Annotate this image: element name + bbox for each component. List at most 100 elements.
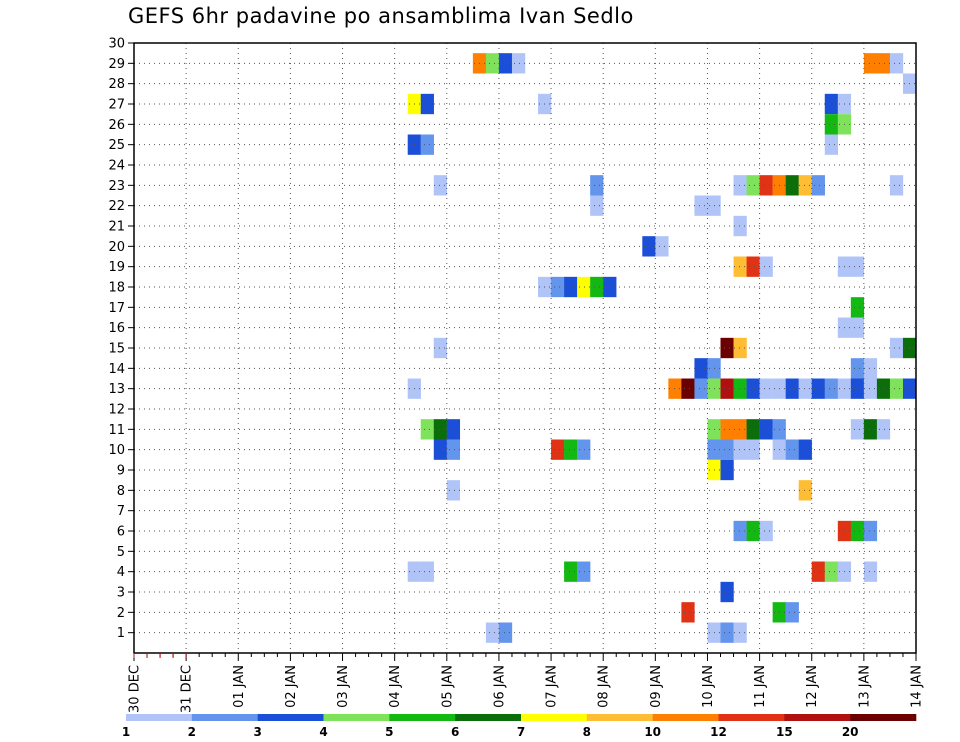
colorbar-label: 12 — [710, 725, 727, 739]
heatmap-cell — [655, 236, 669, 257]
colorbar-segment — [126, 714, 193, 721]
y-tick-label: 23 — [108, 179, 125, 194]
heatmap-cell — [733, 256, 747, 277]
y-tick-label: 1 — [117, 626, 125, 641]
heatmap-cell — [759, 520, 773, 542]
y-tick-label: 26 — [108, 118, 125, 133]
y-tick-label: 15 — [108, 342, 125, 357]
heatmap-cell — [577, 276, 591, 298]
heatmap-cell — [446, 439, 461, 460]
x-tick-label: 03 JAN — [336, 665, 351, 708]
heatmap-cell — [759, 419, 773, 440]
x-tick-label: 06 JAN — [492, 665, 507, 708]
x-tick-label: 12 JAN — [805, 665, 820, 708]
heatmap-cell — [720, 581, 734, 603]
heatmap-cell — [798, 439, 812, 460]
colorbar-label: 15 — [776, 725, 793, 739]
colorbar-segment — [718, 714, 785, 721]
heatmap-cell — [720, 378, 734, 399]
heatmap-cell — [824, 93, 838, 115]
heatmap-cell — [863, 378, 878, 399]
heatmap-cell — [746, 256, 760, 277]
colorbar-label: 6 — [451, 725, 459, 739]
y-tick-label: 11 — [108, 423, 125, 438]
colorbar-segment — [191, 714, 258, 721]
colorbar-label: 10 — [644, 725, 661, 739]
y-tick-label: 16 — [108, 321, 125, 336]
heatmap-cell — [824, 114, 838, 135]
heatmap-cell — [564, 439, 578, 460]
heatmap-cell — [433, 175, 447, 196]
x-tick-label: 05 JAN — [440, 665, 455, 708]
heatmap-cell — [433, 337, 447, 359]
colorbar-segment — [850, 714, 917, 721]
heatmap-cell — [746, 419, 760, 440]
y-tick-label: 22 — [108, 199, 125, 214]
heatmap-cell — [759, 175, 773, 196]
heatmap-cell — [720, 459, 734, 481]
heatmap-cell — [720, 337, 734, 359]
heatmap-cell — [850, 256, 865, 277]
heatmap-cell — [590, 175, 604, 196]
heatmap-cell — [850, 378, 865, 399]
heatmap-cell — [694, 378, 708, 399]
x-tick-label: 30 DEC — [128, 665, 143, 713]
grid-layer — [134, 42, 917, 653]
heatmap-cell — [889, 378, 904, 399]
heatmap-cell — [720, 622, 734, 643]
heatmap-cell — [759, 256, 773, 277]
x-tick-label: 11 JAN — [753, 665, 768, 708]
y-tick-label: 7 — [117, 504, 125, 519]
heatmap-cell — [577, 439, 591, 460]
heatmap-cell — [720, 439, 734, 460]
heatmap-cell — [785, 175, 799, 196]
colorbar-segment — [586, 714, 653, 721]
y-tick-label: 4 — [117, 565, 125, 580]
heatmap-cell — [420, 561, 434, 582]
colorbar-label: 3 — [253, 725, 261, 739]
colorbar-segment — [257, 714, 324, 721]
heatmap-cell — [889, 175, 904, 196]
axes-layer: 1234567891011121314151617181920212223242… — [108, 37, 924, 713]
colorbar-segment — [389, 714, 456, 721]
heatmap-cell — [694, 358, 708, 379]
heatmap-cell — [785, 602, 799, 623]
heatmap-cell — [733, 419, 747, 440]
heatmap-cell — [746, 378, 760, 399]
x-tick-label: 02 JAN — [284, 665, 299, 708]
heatmap-cell — [590, 195, 604, 216]
heatmap-cell — [733, 520, 747, 542]
y-tick-label: 28 — [108, 77, 125, 92]
heatmap-cell — [811, 378, 825, 399]
x-tick-label: 10 JAN — [701, 665, 716, 708]
x-tick-label: 09 JAN — [649, 665, 664, 708]
heatmap-cell — [850, 419, 865, 440]
cells-layer — [407, 53, 917, 643]
heatmap-cell — [863, 53, 878, 74]
heatmap-cell — [485, 53, 500, 74]
heatmap-cell — [642, 236, 656, 257]
y-tick-label: 30 — [108, 37, 125, 52]
y-tick-label: 29 — [108, 57, 125, 72]
y-tick-label: 13 — [108, 382, 125, 397]
heatmap-cell — [850, 317, 865, 338]
heatmap-cell — [733, 337, 747, 359]
heatmap-cell — [759, 378, 773, 399]
heatmap-cell — [420, 93, 434, 115]
heatmap-cell — [733, 622, 747, 643]
heatmap-cell — [811, 561, 825, 582]
y-tick-label: 27 — [108, 98, 125, 113]
colorbar-segment — [323, 714, 390, 721]
heatmap-cell — [498, 53, 513, 74]
heatmap-cell — [798, 378, 812, 399]
heatmap-cell — [746, 439, 760, 460]
heatmap-cell — [785, 439, 799, 460]
heatmap-cell — [824, 378, 838, 399]
heatmap-cell — [564, 276, 578, 298]
heatmap-cell — [498, 622, 513, 643]
y-tick-label: 14 — [108, 362, 125, 377]
heatmap-cell — [433, 439, 447, 460]
heatmap-cell — [824, 134, 838, 155]
heatmap-cell — [564, 561, 578, 582]
chart-title: GEFS 6hr padavine po ansamblima Ivan Sed… — [128, 4, 634, 28]
